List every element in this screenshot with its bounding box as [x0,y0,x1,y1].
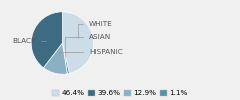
Text: BLACK: BLACK [12,38,46,44]
Wedge shape [31,12,62,68]
Text: HISPANIC: HISPANIC [59,49,123,55]
Wedge shape [43,43,67,74]
Legend: 46.4%, 39.6%, 12.9%, 1.1%: 46.4%, 39.6%, 12.9%, 1.1% [52,90,188,96]
Text: ASIAN: ASIAN [65,34,111,56]
Wedge shape [62,43,69,74]
Text: WHITE: WHITE [78,21,113,38]
Wedge shape [62,12,94,73]
